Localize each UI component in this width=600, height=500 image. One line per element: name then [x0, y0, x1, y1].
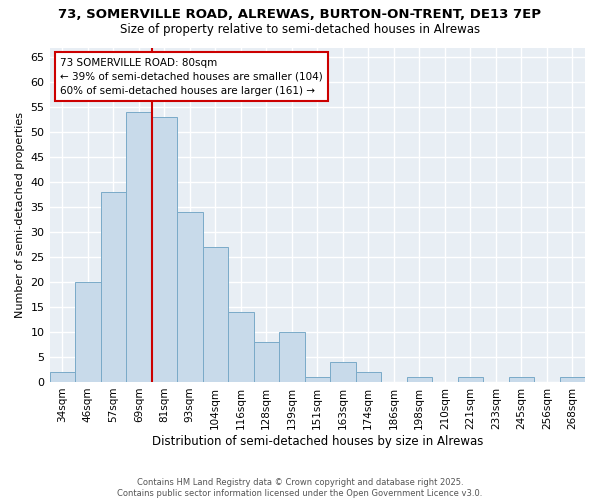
- Bar: [203, 247, 228, 382]
- Bar: [101, 192, 126, 382]
- Y-axis label: Number of semi-detached properties: Number of semi-detached properties: [15, 112, 25, 318]
- Bar: [356, 372, 381, 382]
- X-axis label: Distribution of semi-detached houses by size in Alrewas: Distribution of semi-detached houses by …: [152, 434, 483, 448]
- Bar: [560, 377, 585, 382]
- Bar: [177, 212, 203, 382]
- Bar: [126, 112, 152, 382]
- Bar: [305, 377, 330, 382]
- Text: Size of property relative to semi-detached houses in Alrewas: Size of property relative to semi-detach…: [120, 22, 480, 36]
- Bar: [75, 282, 101, 382]
- Bar: [509, 377, 534, 382]
- Bar: [458, 377, 483, 382]
- Text: 73 SOMERVILLE ROAD: 80sqm
← 39% of semi-detached houses are smaller (104)
60% of: 73 SOMERVILLE ROAD: 80sqm ← 39% of semi-…: [60, 58, 323, 96]
- Text: 73, SOMERVILLE ROAD, ALREWAS, BURTON-ON-TRENT, DE13 7EP: 73, SOMERVILLE ROAD, ALREWAS, BURTON-ON-…: [59, 8, 542, 20]
- Bar: [152, 118, 177, 382]
- Bar: [407, 377, 432, 382]
- Bar: [50, 372, 75, 382]
- Text: Contains HM Land Registry data © Crown copyright and database right 2025.
Contai: Contains HM Land Registry data © Crown c…: [118, 478, 482, 498]
- Bar: [330, 362, 356, 382]
- Bar: [228, 312, 254, 382]
- Bar: [279, 332, 305, 382]
- Bar: [254, 342, 279, 382]
